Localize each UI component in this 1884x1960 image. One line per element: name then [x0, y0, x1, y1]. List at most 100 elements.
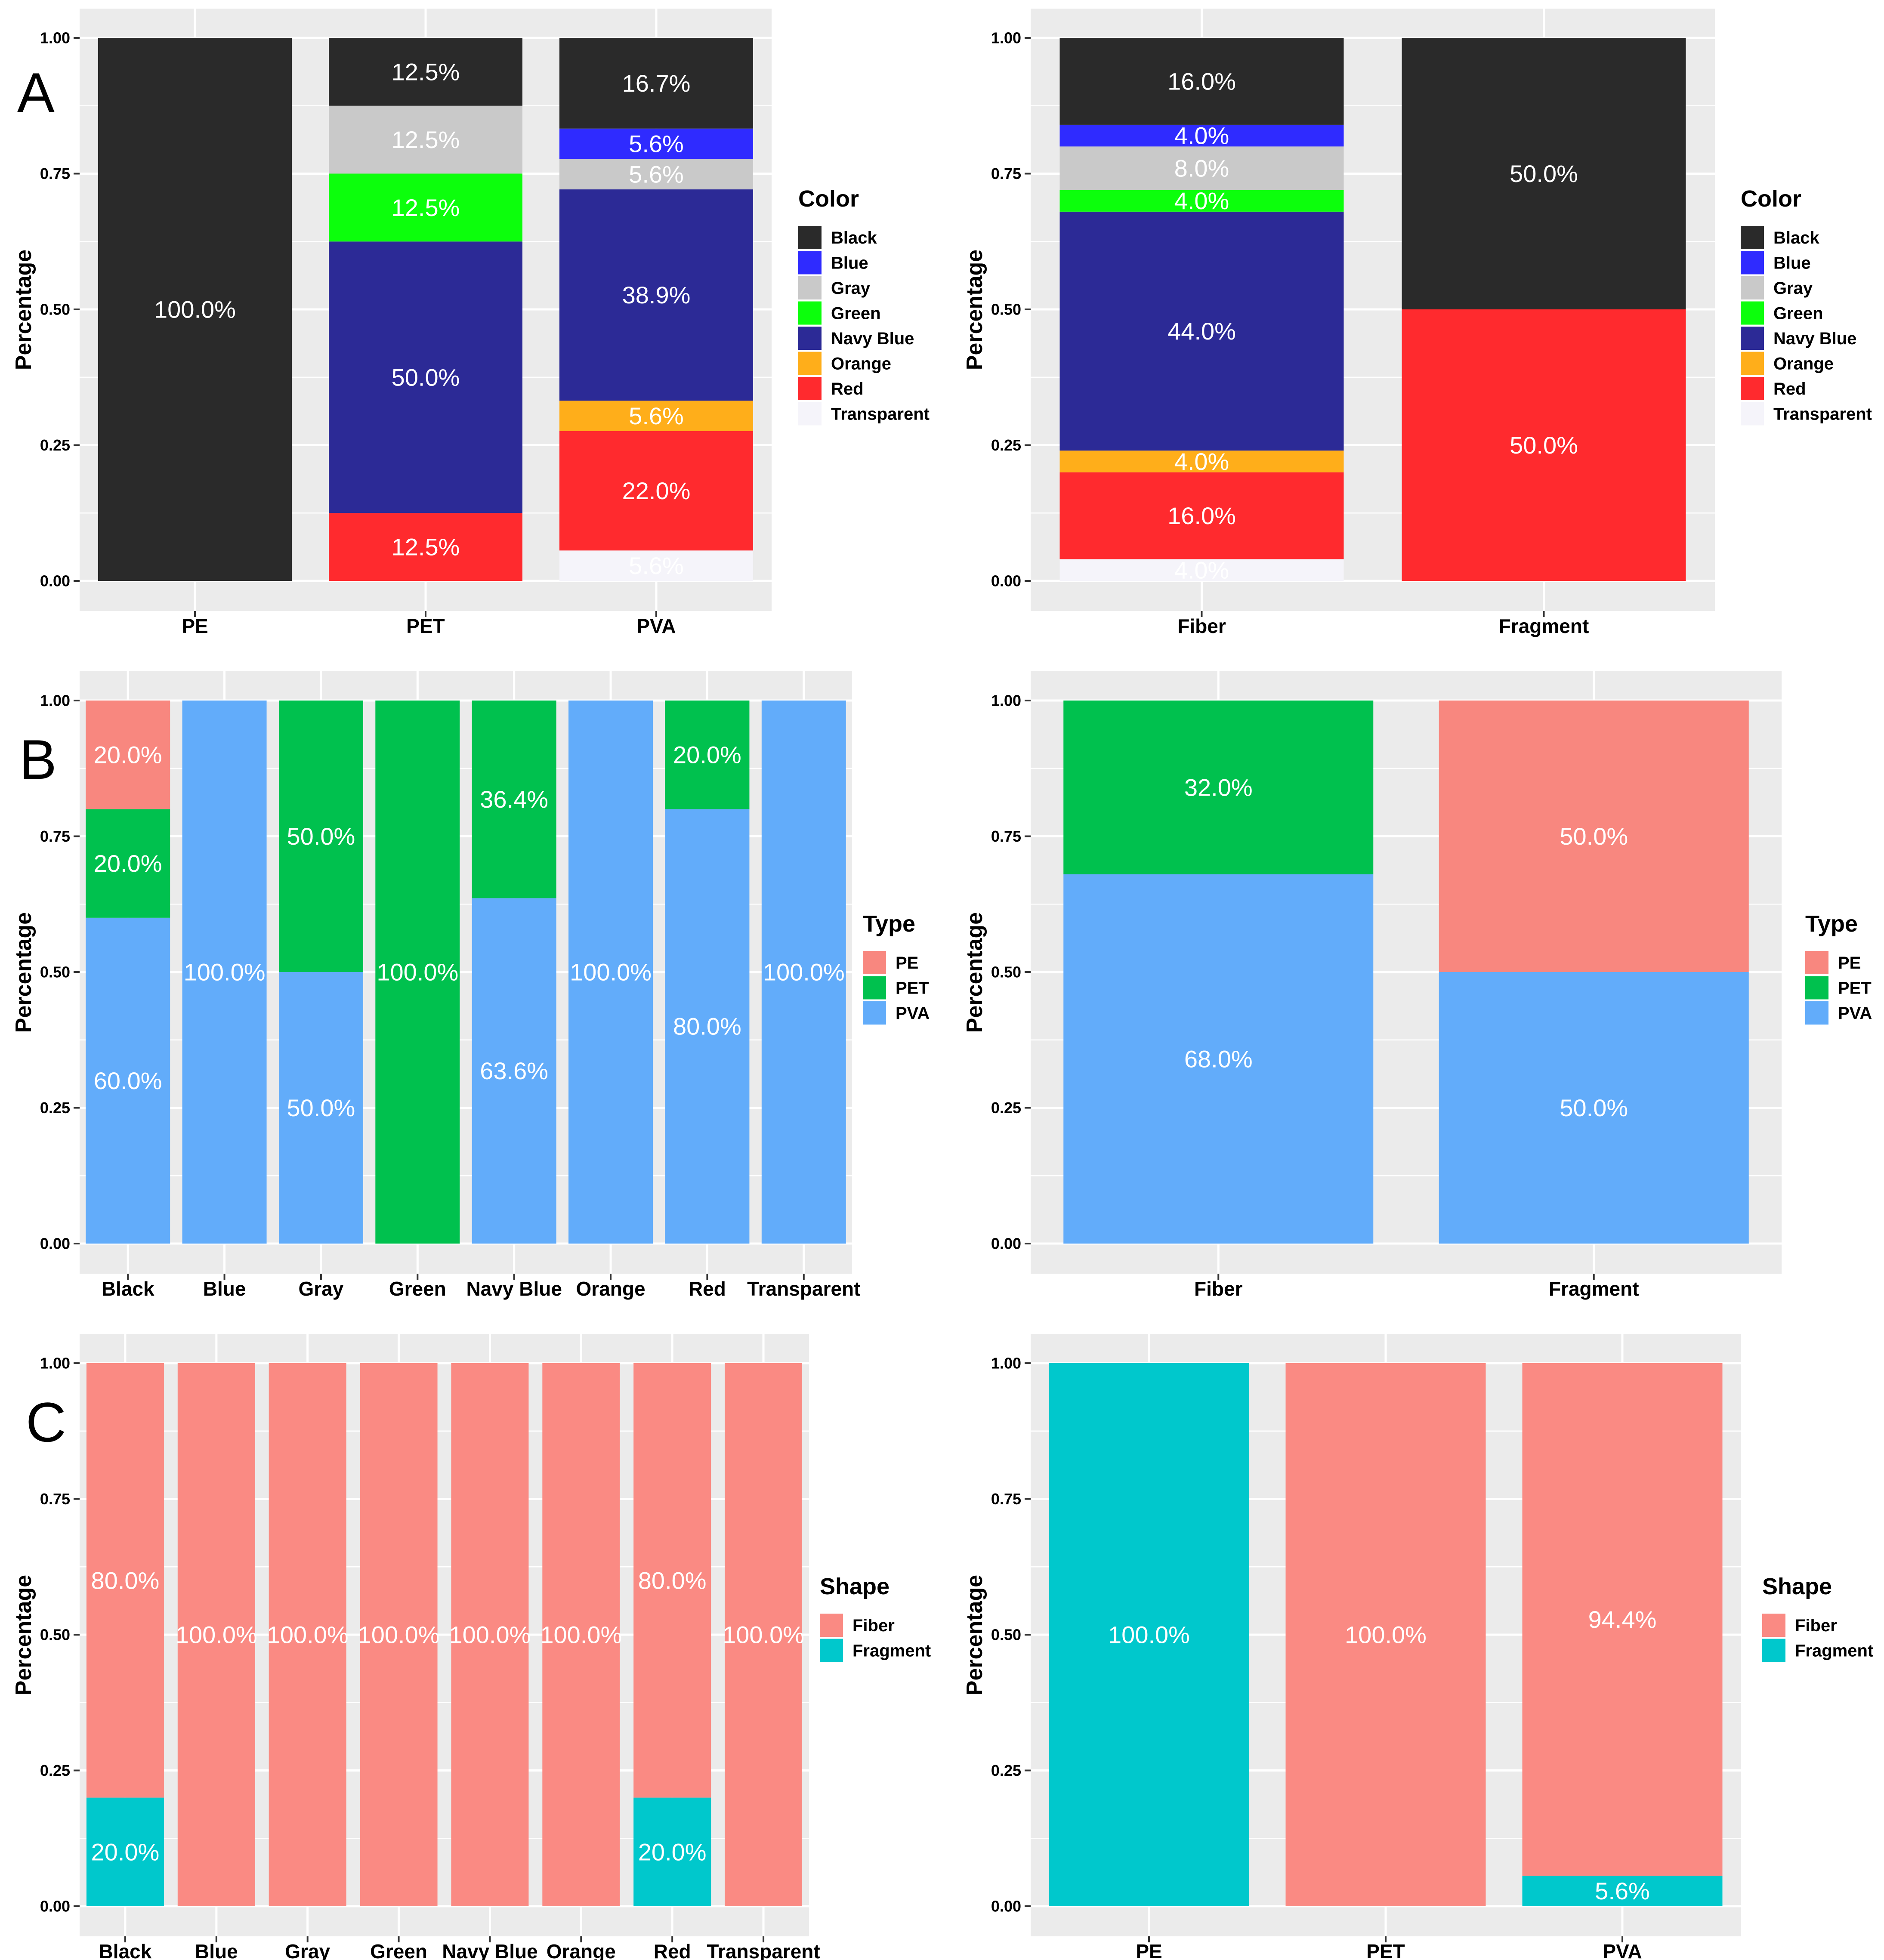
legend-title: Shape [1762, 1574, 1832, 1599]
bar-segment-navy-blue-fiber [451, 1363, 529, 1906]
bar-segment-black-fragment [86, 1797, 164, 1906]
y-tick-label: 0.25 [40, 1099, 70, 1117]
y-tick-label: 0.75 [40, 827, 70, 845]
y-tick-label: 0.00 [40, 1235, 70, 1253]
legend-label: Transparent [1773, 405, 1872, 424]
data-label: 12.5% [392, 534, 460, 561]
legend-swatch-gray [1741, 276, 1764, 299]
legend-swatch-blue [798, 251, 822, 275]
y-tick-label: 0.50 [40, 301, 70, 318]
bar-segment-pva-red [559, 431, 753, 551]
y-axis-title: Percentage [11, 912, 36, 1033]
bar-segment-fiber-transparent [1059, 559, 1344, 581]
legend-title: Type [863, 911, 915, 937]
bar-segment-pva-fragment [1522, 1876, 1723, 1906]
legend: Type PE PET PVA [1805, 911, 1872, 1025]
legend: Shape Fiber Fragment [820, 1574, 931, 1662]
x-tick-label: Fiber [1194, 1278, 1243, 1300]
legend-label: Fiber [852, 1616, 895, 1635]
data-label: 5.6% [629, 402, 684, 429]
data-label: 12.5% [392, 126, 460, 153]
legend-label: Red [1773, 380, 1806, 398]
legend-swatch-pva [1805, 1001, 1828, 1025]
bar-segment-fiber-pva [1063, 874, 1374, 1244]
x-tick-label: Black [102, 1278, 154, 1300]
legend-label: Navy Blue [1773, 329, 1856, 348]
y-tick-label: 1.00 [991, 1355, 1021, 1372]
legend: Color Black Blue Gray Green Navy Blue Orange Re… [1741, 186, 1872, 426]
bar-segment-orange-fiber [542, 1363, 620, 1906]
x-tick-label: Black [99, 1940, 152, 1960]
legend-swatch-black [798, 226, 822, 249]
x-tick-label: Green [370, 1940, 427, 1960]
bar-segment-fragment-pe [1439, 701, 1749, 972]
legend-label: Black [831, 228, 877, 247]
legend-label: Orange [1773, 355, 1834, 373]
data-label: 12.5% [392, 194, 460, 221]
x-tick-label: PET [1366, 1940, 1405, 1960]
bar-segment-black-fiber [86, 1363, 164, 1798]
y-tick-label: 0.00 [40, 1898, 70, 1915]
data-label: 16.7% [622, 70, 691, 97]
chart-c-left: 20.0% 80.0% 100.0% 100.0% 100.0% 100.0% 100.0%… [11, 1334, 931, 1960]
y-tick-label: 0.50 [40, 1626, 70, 1644]
x-tick-label: Blue [195, 1940, 238, 1960]
data-label: 20.0% [94, 741, 162, 769]
data-label: 100.0% [184, 959, 266, 986]
bar-segment-green-fiber [360, 1363, 438, 1906]
legend-title: Type [1805, 911, 1858, 937]
y-tick-label: 1.00 [991, 29, 1021, 47]
y-tick-label: 0.25 [40, 1762, 70, 1779]
x-tick-label: Orange [547, 1940, 616, 1960]
panel-label-c: C [26, 1391, 66, 1454]
bar-segment-pet-red [329, 513, 522, 581]
legend-label: Red [831, 380, 864, 398]
data-label: 80.0% [673, 1013, 741, 1040]
data-label: 63.6% [480, 1057, 548, 1084]
y-axis-title: Percentage [11, 250, 36, 370]
bar-segment-red-pet [665, 701, 750, 809]
legend-title: Color [1741, 186, 1801, 212]
data-label: 44.0% [1167, 318, 1236, 345]
data-label: 50.0% [1560, 823, 1628, 850]
legend-label: PE [896, 954, 918, 972]
data-label: 100.0% [176, 1621, 257, 1648]
x-tick-label: PE [182, 615, 208, 637]
data-label: 4.0% [1174, 187, 1229, 214]
bar-segment-fragment-red [1402, 309, 1686, 581]
bar-segment-pet-fiber [1285, 1363, 1486, 1906]
y-tick-label: 1.00 [991, 692, 1021, 710]
legend-swatch-gray [798, 276, 822, 299]
bar-segment-pva-black [559, 38, 753, 129]
data-label: 12.5% [392, 58, 460, 85]
y-tick-label: 0.00 [991, 1235, 1021, 1253]
y-axis-title: Percentage [962, 250, 987, 370]
legend-swatch-green [798, 301, 822, 325]
x-tick-label: Blue [203, 1278, 246, 1300]
bar-segment-fiber-navy-blue [1059, 211, 1344, 451]
bar-segment-navy-blue-pet [472, 701, 556, 898]
data-label: 100.0% [358, 1621, 440, 1648]
legend-swatch-navy-blue [1741, 327, 1764, 350]
legend-label: Orange [831, 355, 891, 373]
bar-segment-pet-black [329, 38, 522, 106]
bar-segment-fiber-green [1059, 190, 1344, 212]
data-label: 100.0% [449, 1621, 531, 1648]
bar-segment-fiber-blue [1059, 124, 1344, 147]
legend-swatch-fragment [1762, 1639, 1785, 1662]
panel-label-a: A [17, 61, 55, 124]
data-label: 50.0% [1560, 1094, 1628, 1121]
legend-swatch-fiber [1762, 1614, 1785, 1637]
bar-segment-pva-orange [559, 401, 753, 431]
y-tick-label: 0.50 [991, 301, 1021, 318]
legend-label: PE [1838, 954, 1861, 972]
bar-segment-red-fragment [633, 1797, 711, 1906]
data-label: 100.0% [267, 1621, 349, 1648]
bar-segment-pva-gray [559, 159, 753, 190]
bar-segment-orange-pva [568, 701, 653, 1244]
bar-segment-navy-blue-pva [472, 898, 556, 1244]
data-label: 94.4% [1588, 1606, 1657, 1633]
data-label: 100.0% [1108, 1621, 1190, 1648]
bar-segment-pet-navy-blue [329, 241, 522, 513]
data-label: 80.0% [638, 1567, 707, 1594]
